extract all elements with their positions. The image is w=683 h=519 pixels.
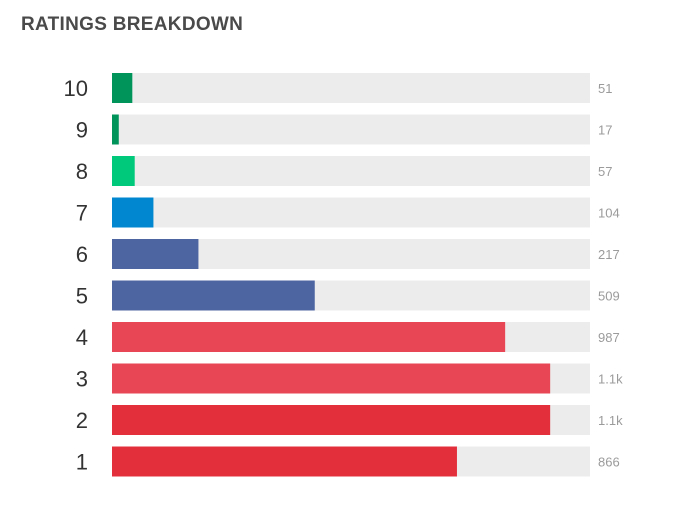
count-label: 17 [598, 123, 612, 138]
rating-bar [112, 322, 506, 352]
rating-label: 3 [76, 367, 88, 392]
rating-bar [112, 73, 133, 103]
count-label: 987 [598, 330, 620, 345]
rating-row: 6 217 [76, 239, 620, 269]
rating-label: 4 [76, 325, 88, 350]
rating-bar [112, 363, 551, 394]
rating-bar [112, 156, 135, 186]
rating-label: 8 [76, 159, 88, 184]
count-label: 866 [598, 455, 620, 470]
rating-bar [112, 239, 199, 269]
rating-bar [112, 114, 119, 145]
page-title: RATINGS BREAKDOWN [21, 14, 244, 35]
rating-row: 1 866 [76, 446, 620, 477]
rating-label: 6 [76, 242, 88, 267]
count-label: 1.1k [598, 413, 623, 428]
bar-track [112, 73, 590, 103]
rating-row: 3 1.1k [76, 363, 623, 394]
rating-row: 4 987 [76, 322, 620, 352]
rating-bar [112, 405, 551, 435]
rating-bar [112, 280, 315, 311]
rating-label: 2 [76, 408, 88, 433]
rating-row: 2 1.1k [76, 405, 623, 435]
rating-row: 8 57 [76, 156, 612, 186]
count-label: 217 [598, 247, 620, 262]
count-label: 57 [598, 164, 612, 179]
rating-row: 9 17 [76, 114, 612, 145]
rating-label: 1 [76, 450, 88, 475]
count-label: 51 [598, 81, 612, 96]
count-label: 104 [598, 206, 620, 221]
rating-label: 10 [64, 76, 88, 101]
rating-row: 10 51 [64, 73, 612, 103]
rating-label: 9 [76, 118, 88, 143]
rating-row: 7 104 [76, 197, 620, 228]
rating-row: 5 509 [76, 280, 620, 311]
bar-track [112, 114, 590, 145]
rating-bar [112, 446, 457, 477]
count-label: 509 [598, 289, 620, 304]
rating-label: 5 [76, 284, 88, 309]
bar-track [112, 197, 590, 228]
bar-track [112, 156, 590, 186]
rating-bar [112, 197, 154, 228]
count-label: 1.1k [598, 372, 623, 387]
rating-label: 7 [76, 201, 88, 226]
